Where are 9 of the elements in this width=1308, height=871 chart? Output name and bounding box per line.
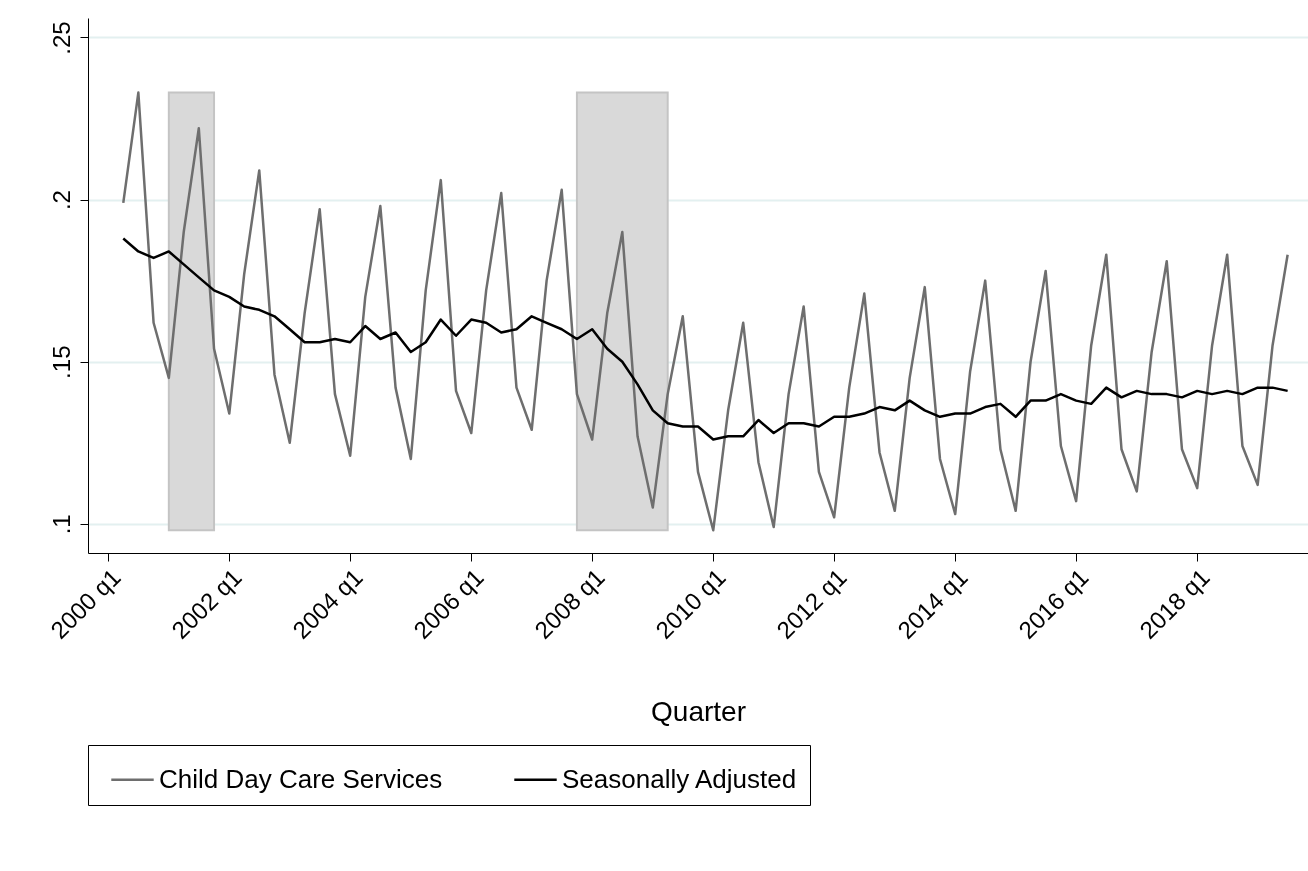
y-tick-label: .25 bbox=[47, 21, 75, 55]
line-series bbox=[122, 237, 1289, 441]
y-tick-label: .15 bbox=[47, 345, 75, 379]
x-axis-title: Quarter bbox=[651, 695, 746, 727]
legend-label: Child Day Care Services bbox=[159, 763, 443, 794]
legend-label: Seasonally Adjusted bbox=[562, 763, 797, 794]
y-tick-label: .1 bbox=[47, 514, 75, 535]
y-tick-label: .2 bbox=[47, 190, 75, 211]
line-series bbox=[122, 91, 1289, 532]
